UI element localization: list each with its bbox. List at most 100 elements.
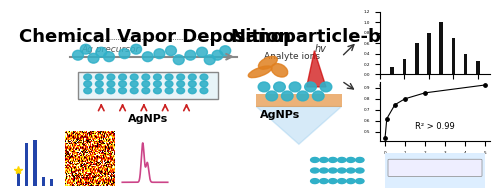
Ellipse shape [130,44,141,54]
Ellipse shape [200,88,208,94]
Circle shape [338,168,346,173]
Circle shape [356,179,364,184]
Ellipse shape [107,81,115,87]
FancyBboxPatch shape [380,151,490,190]
FancyBboxPatch shape [78,72,218,99]
Text: AgNPs: AgNPs [128,114,168,124]
Ellipse shape [188,81,196,87]
Ellipse shape [220,46,230,56]
Ellipse shape [320,82,332,92]
Ellipse shape [84,74,92,80]
Ellipse shape [130,88,138,94]
Ellipse shape [266,91,278,101]
Ellipse shape [142,81,150,87]
X-axis label: Concentration (µg/mL): Concentration (µg/mL) [412,160,459,164]
Bar [402,59,406,74]
Ellipse shape [154,49,165,59]
Bar [42,177,45,186]
Bar [34,141,36,186]
Ellipse shape [304,82,316,92]
Ellipse shape [142,88,150,94]
Circle shape [310,179,319,184]
Ellipse shape [154,81,162,87]
Ellipse shape [289,82,301,92]
Circle shape [328,157,337,162]
Ellipse shape [312,91,324,101]
Text: R² > 0.99: R² > 0.99 [415,122,455,131]
Ellipse shape [154,88,162,94]
Ellipse shape [177,88,184,94]
Text: Ag precursor: Ag precursor [82,45,140,54]
FancyBboxPatch shape [256,94,342,107]
Ellipse shape [165,81,173,87]
Bar [476,61,480,74]
Circle shape [310,168,319,173]
Ellipse shape [212,50,223,60]
Ellipse shape [96,88,103,94]
Point [383,117,391,120]
Circle shape [346,168,355,173]
Polygon shape [256,107,342,144]
Text: Chemical Vapor Deposition: Chemical Vapor Deposition [20,28,291,46]
Ellipse shape [154,74,162,80]
Ellipse shape [258,56,278,69]
Ellipse shape [177,74,184,80]
Ellipse shape [118,74,126,80]
FancyBboxPatch shape [388,159,482,177]
Point [421,91,429,94]
Bar [440,22,443,74]
Ellipse shape [107,88,115,94]
Bar [452,38,455,74]
Bar [415,43,418,74]
Circle shape [320,168,328,173]
Point [391,103,399,106]
Ellipse shape [96,47,106,57]
Ellipse shape [272,64,287,77]
Ellipse shape [118,81,126,87]
Ellipse shape [282,91,293,101]
Ellipse shape [188,74,196,80]
Point [381,137,389,140]
Ellipse shape [84,88,92,94]
Ellipse shape [174,55,184,65]
Ellipse shape [177,81,184,87]
Ellipse shape [130,81,138,87]
Ellipse shape [72,50,84,60]
Ellipse shape [196,47,207,57]
Circle shape [338,179,346,184]
Circle shape [320,179,328,184]
Ellipse shape [185,50,196,60]
Ellipse shape [297,91,308,101]
Point [481,83,489,87]
Circle shape [346,157,355,162]
Ellipse shape [200,74,208,80]
Ellipse shape [248,66,272,78]
Circle shape [346,179,355,184]
Ellipse shape [80,44,91,54]
Ellipse shape [204,55,215,65]
Polygon shape [306,51,326,87]
Ellipse shape [166,46,176,56]
Ellipse shape [274,82,285,92]
Ellipse shape [107,74,115,80]
Ellipse shape [130,74,138,80]
Circle shape [338,157,346,162]
Point [401,97,409,100]
Ellipse shape [142,52,153,62]
Text: AgNPs: AgNPs [260,110,300,120]
Text: Nanoparticle-based LDI: Nanoparticle-based LDI [231,28,468,46]
Ellipse shape [142,74,150,80]
Circle shape [320,157,328,162]
Ellipse shape [104,52,115,62]
Bar [50,179,53,186]
Ellipse shape [84,81,92,87]
Bar [390,67,394,74]
Bar [25,143,28,186]
Circle shape [328,168,337,173]
Bar [16,172,20,186]
Text: hv: hv [314,44,326,54]
Bar [464,54,468,74]
Circle shape [356,168,364,173]
Circle shape [310,157,319,162]
Circle shape [328,179,337,184]
